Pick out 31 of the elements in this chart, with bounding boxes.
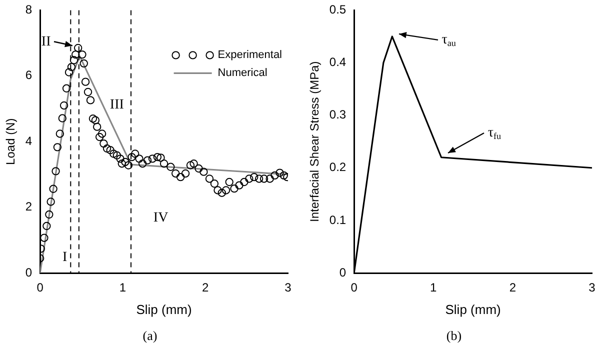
y-tick-label: 0.5 <box>329 2 346 17</box>
x-tick-label: 1 <box>430 280 438 295</box>
y-tick-label: 0.2 <box>329 160 346 174</box>
y-tick-label: 8 <box>25 2 32 17</box>
text: (a) <box>142 328 158 344</box>
y-tick-label: 0.1 <box>329 212 346 227</box>
x-tick-label: 3 <box>588 280 596 295</box>
x-tick-label: 1 <box>119 280 126 295</box>
annotation: IV <box>153 210 168 226</box>
legend-label: Experimental <box>218 49 282 62</box>
y-tick-label: 4 <box>25 134 32 148</box>
x-tick-label: 0 <box>350 280 358 295</box>
y-tick-label: 6 <box>25 68 32 82</box>
annotation: II <box>41 34 52 50</box>
x-tick-label: 2 <box>509 280 516 295</box>
y-tick-label: 0 <box>339 265 346 280</box>
text: (b) <box>445 328 463 344</box>
x-tick-label: 2 <box>202 280 210 295</box>
legend-label: Numerical <box>218 67 268 80</box>
x-axis-title: Slip (mm) <box>445 302 501 317</box>
annotation: I <box>62 250 68 265</box>
x-tick-label: 0 <box>36 280 44 295</box>
annotation: III <box>110 97 124 112</box>
y-tick-label: 2 <box>25 200 32 214</box>
y-axis-title: Load (N) <box>4 118 18 165</box>
y-axis-title: Interfacial Shear Stress (MPa) <box>308 61 322 222</box>
x-axis-title: Slip (mm) <box>136 302 192 317</box>
x-tick-label: 3 <box>284 280 292 295</box>
y-tick-label: 0 <box>25 265 32 280</box>
y-tick-label: 0.3 <box>329 108 346 122</box>
y-tick-label: 0.4 <box>329 55 346 70</box>
